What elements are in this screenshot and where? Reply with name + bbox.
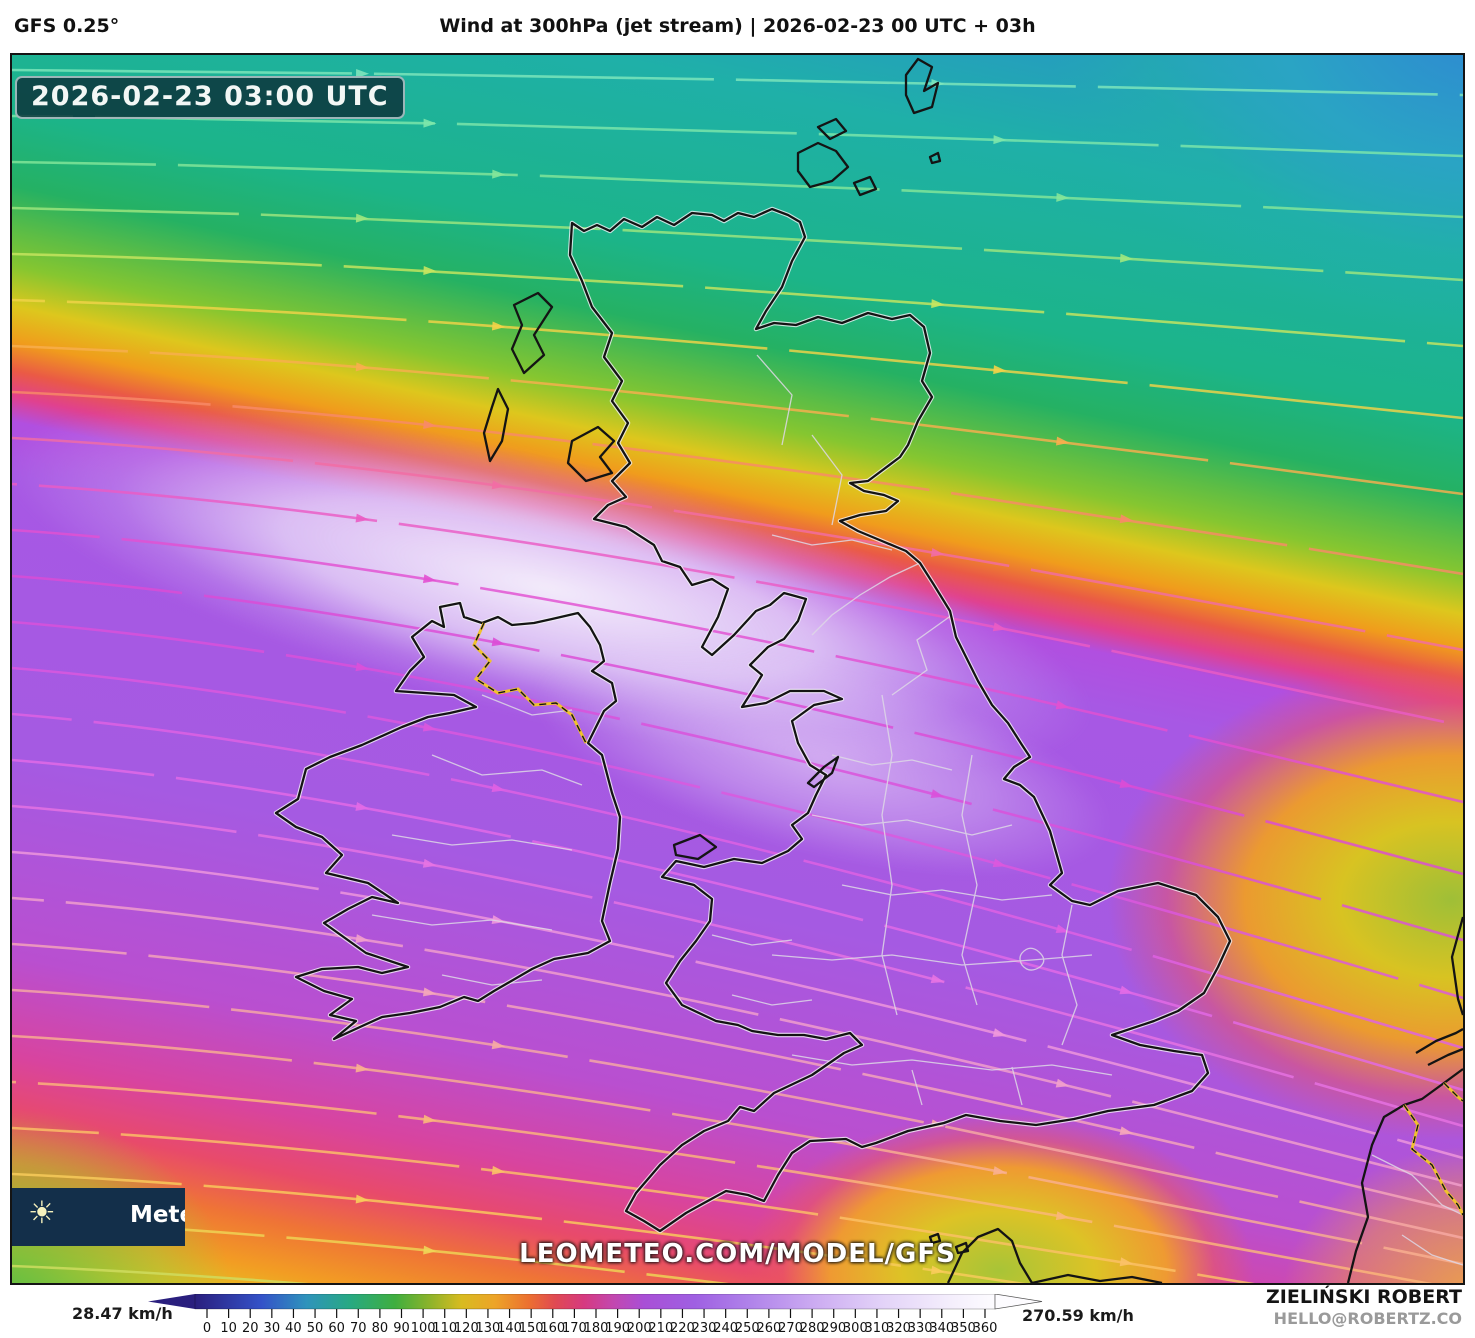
watermark: LEOMETEO.COM/MODEL/GFS [519,1239,956,1269]
svg-text:70: 70 [350,1321,367,1336]
svg-text:250: 250 [735,1321,760,1336]
svg-text:230: 230 [692,1321,717,1336]
svg-text:260: 260 [756,1321,781,1336]
legend-left-arrow [148,1294,195,1309]
svg-text:180: 180 [584,1321,609,1336]
svg-text:50: 50 [307,1321,324,1336]
color-scale-legend: 0 10 20 30 40 50 60 70 80 90 100110120130140150160… [148,1294,1043,1336]
svg-text:280: 280 [800,1321,825,1336]
svg-text:100: 100 [411,1321,436,1336]
svg-text:350: 350 [951,1321,976,1336]
model-label: GFS 0.25° [14,15,120,37]
svg-text:360: 360 [973,1321,998,1336]
svg-text:150: 150 [519,1321,544,1336]
svg-text:80: 80 [372,1321,389,1336]
author-contact: HELLO@ROBERTZ.CO [1273,1308,1462,1328]
svg-text:110: 110 [432,1321,457,1336]
legend-max-label: 270.59 km/h [1022,1306,1134,1325]
svg-text:40: 40 [285,1321,302,1336]
svg-text:190: 190 [605,1321,630,1336]
continental-coast [928,916,1463,1283]
legend-gradient-bar [194,1294,996,1310]
svg-text:320: 320 [886,1321,911,1336]
svg-text:30: 30 [264,1321,281,1336]
svg-text:330: 330 [908,1321,933,1336]
county-borders [371,354,1463,1266]
coastline-layer [273,57,1463,1283]
map-canvas: 2026-02-23 03:00 UTC ☀ Meteo LEOMETEO.CO… [10,53,1465,1285]
svg-text:220: 220 [670,1321,695,1336]
svg-text:10: 10 [220,1321,237,1336]
streamlines-layer [12,68,1463,1283]
svg-text:290: 290 [821,1321,846,1336]
svg-text:310: 310 [865,1321,890,1336]
svg-text:170: 170 [562,1321,587,1336]
svg-text:300: 300 [843,1321,868,1336]
svg-text:200: 200 [627,1321,652,1336]
svg-text:90: 90 [393,1321,410,1336]
credits-block: ZIELIŃSKI ROBERT HELLO@ROBERTZ.CO [1266,1286,1462,1328]
svg-text:140: 140 [497,1321,522,1336]
svg-text:60: 60 [328,1321,345,1336]
header-bar: GFS 0.25° Wind at 300hPa (jet stream) | … [0,0,1475,53]
provider-logo-text: Meteo [130,1202,185,1228]
svg-text:210: 210 [648,1321,673,1336]
ireland-coast [274,601,622,1041]
provider-logo: ☀ Meteo [12,1188,185,1246]
national-borders [472,622,1463,1216]
author-name: ZIELIŃSKI ROBERT [1266,1286,1462,1308]
svg-text:270: 270 [778,1321,803,1336]
isle-of-man-coast [806,755,840,789]
sun-icon: ☀ [28,1195,56,1231]
page-title: Wind at 300hPa (jet stream) | 2026-02-23… [439,15,1036,37]
great-britain-coast [568,207,1232,1233]
timestamp-badge: 2026-02-23 03:00 UTC [15,76,405,119]
svg-text:120: 120 [454,1321,479,1336]
svg-text:240: 240 [713,1321,738,1336]
svg-text:340: 340 [929,1321,954,1336]
svg-text:160: 160 [540,1321,565,1336]
orkney-coast [796,117,942,197]
legend-right-arrow [994,1294,1043,1310]
hebrides-coast [482,291,616,483]
svg-text:130: 130 [476,1321,501,1336]
svg-text:20: 20 [242,1321,259,1336]
anglesey-coast [672,833,718,861]
legend-ticks: 0 10 20 30 40 50 60 70 80 90 100110120130140150160… [203,1309,998,1336]
legend-min-label: 28.47 km/h [72,1304,173,1323]
svg-text:0: 0 [203,1321,211,1336]
coastlines [274,57,1463,1283]
shetland-coast [904,57,940,115]
